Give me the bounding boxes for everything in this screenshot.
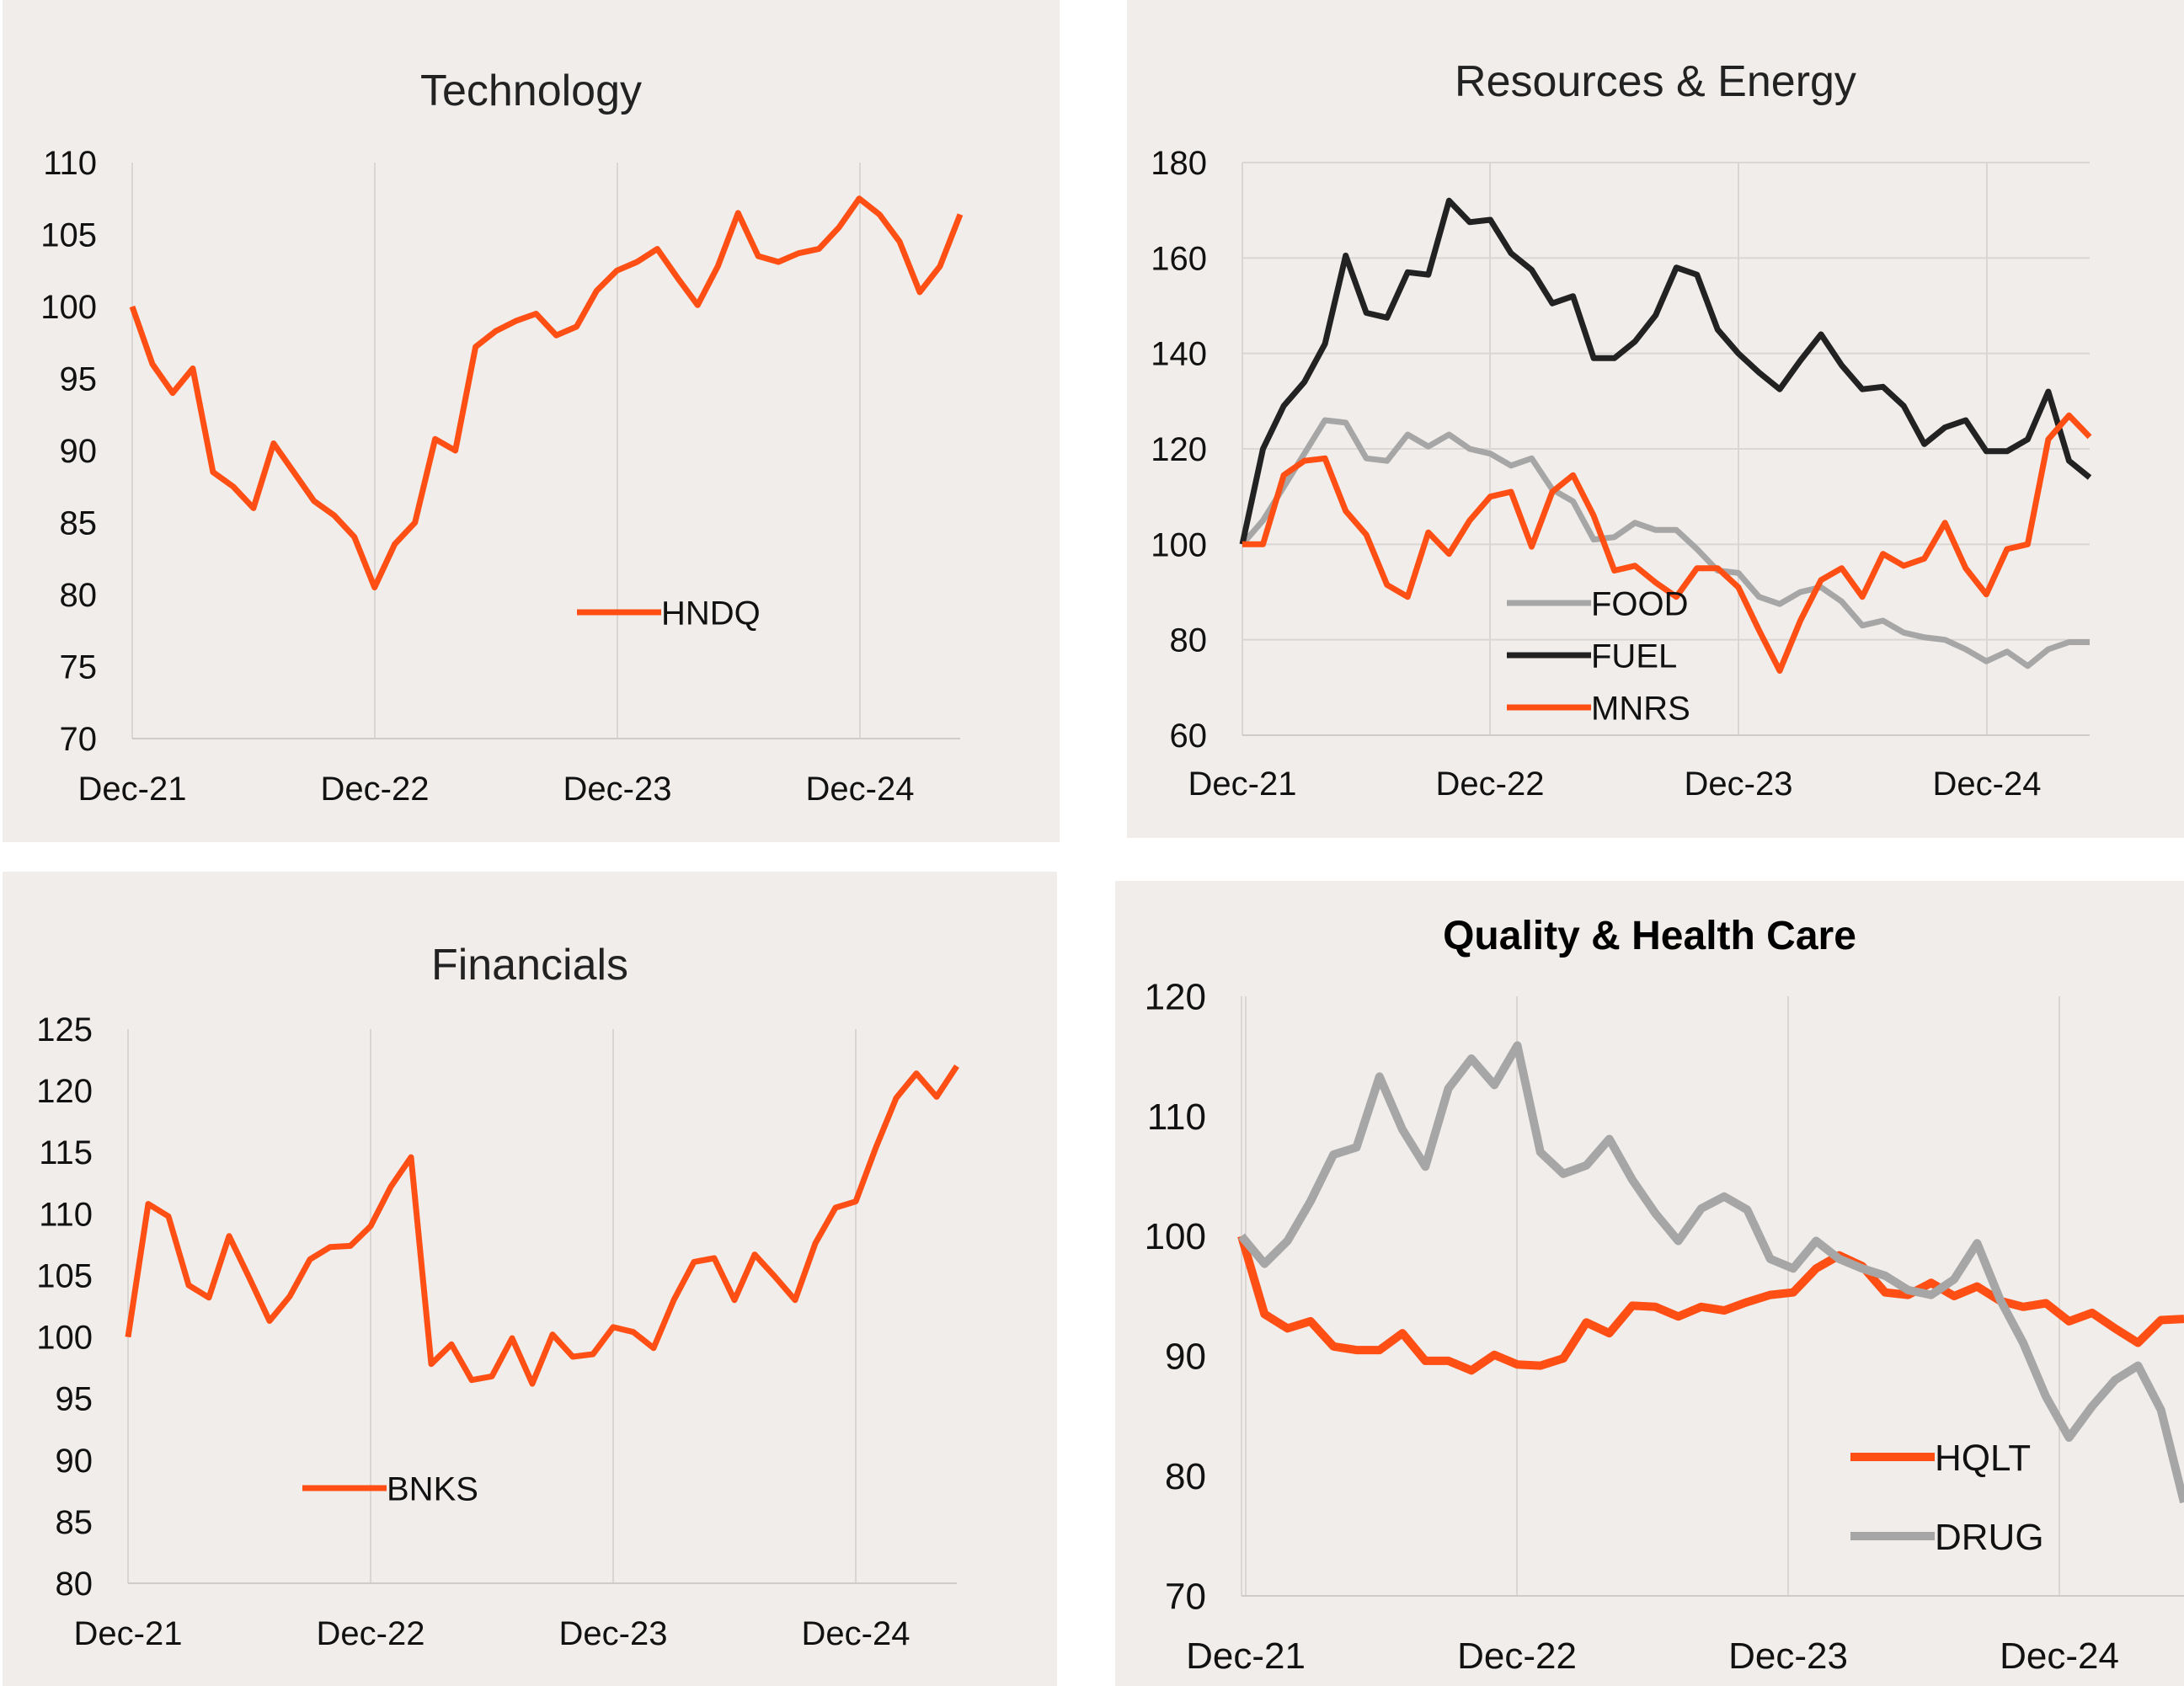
series-line-bnks (125, 1064, 959, 1387)
y-tick-label: 85 (60, 505, 98, 542)
y-tick-label: 100 (36, 1320, 93, 1357)
x-tick-label: Dec-21 (1186, 1635, 1306, 1677)
y-tick-label: 115 (39, 1134, 93, 1171)
y-tick-label: 95 (60, 361, 98, 398)
chart-title: Quality & Health Care (1443, 914, 1856, 958)
y-tick-label: 110 (39, 1196, 93, 1233)
y-tick-label: 100 (40, 289, 97, 326)
x-tick-label: Dec-21 (74, 1615, 183, 1652)
x-tick-label: Dec-21 (1188, 766, 1297, 803)
y-tick-label: 125 (36, 1011, 93, 1048)
chart-title: Financials (430, 941, 629, 990)
y-tick-label: 90 (60, 433, 98, 470)
y-tick-label: 120 (1151, 431, 1207, 468)
legend-label-drug: DRUG (1935, 1517, 2044, 1558)
x-tick-label: Dec-22 (317, 1615, 425, 1652)
x-tick-label: Dec-21 (78, 771, 187, 808)
quality-health-care-chart: 70 80 90 100 110 120 Dec-21 Dec-22 Dec-23 Dec-24 H… (1145, 976, 2184, 1677)
y-tick-label: 100 (1145, 1216, 1206, 1257)
technology-chart-panel: Technology 70 75 80 85 90 95 100 105 110 Dec-21 De… (3, 0, 1060, 842)
y-tick-label: 95 (56, 1381, 93, 1418)
x-tick-label: Dec-22 (1457, 1635, 1577, 1677)
y-tick-label: 80 (1170, 622, 1208, 659)
resources-energy-chart: 60 80 100 120 140 160 180 Dec-21 Dec-22 Dec-23 Dec… (1151, 145, 2092, 803)
y-tick-label: 90 (1165, 1337, 1206, 1378)
y-tick-label: 180 (1151, 145, 1207, 182)
series-line-drug (1238, 1041, 2184, 1504)
y-tick-label: 160 (1151, 240, 1207, 277)
x-tick-label: Dec-23 (1685, 766, 1793, 803)
y-tick-label: 80 (1165, 1456, 1206, 1497)
series-line-food (1240, 417, 2090, 670)
legend-label-hndq: HNDQ (661, 595, 761, 632)
x-tick-label: Dec-23 (563, 771, 672, 808)
y-tick-label: 75 (60, 649, 98, 686)
y-tick-label: 105 (40, 217, 97, 254)
series-line-mnrs (1242, 412, 2092, 674)
chart-title: Technology (419, 67, 643, 115)
x-tick-label: Dec-24 (802, 1615, 910, 1652)
y-tick-label: 120 (1145, 976, 1206, 1017)
series-line-hndq (129, 195, 964, 590)
legend-label-bnks: BNKS (387, 1470, 478, 1507)
legend-label-hqlt: HQLT (1935, 1438, 2031, 1479)
y-tick-label: 105 (36, 1257, 93, 1294)
x-tick-label: Dec-24 (2000, 1635, 2119, 1677)
x-tick-label: Dec-24 (1933, 766, 2042, 803)
y-tick-label: 80 (56, 1566, 93, 1603)
y-tick-label: 110 (1147, 1096, 1206, 1138)
y-tick-label: 140 (1151, 336, 1207, 373)
x-tick-label: Dec-24 (806, 771, 915, 808)
financials-chart: 80 85 90 95 100 105 110 115 120 125 Dec-21 Dec-22 De… (36, 1011, 959, 1652)
x-tick-label: Dec-23 (559, 1615, 668, 1652)
resources-energy-chart-panel: Resources & Energy 60 80 100 120 140 160 180 De… (1127, 0, 2184, 838)
financials-chart-panel: Financials 80 85 90 95 100 105 110 115 120 125 Dec… (3, 872, 1057, 1686)
y-tick-label: 100 (1151, 526, 1207, 563)
technology-chart: 70 75 80 85 90 95 100 105 110 Dec-21 Dec-22 Dec-23 D… (40, 145, 964, 808)
legend-label-food: FOOD (1591, 585, 1689, 622)
y-tick-label: 85 (56, 1504, 93, 1541)
chart-title: Resources & Energy (1455, 57, 1856, 106)
y-tick-label: 70 (60, 721, 98, 758)
x-tick-label: Dec-22 (321, 771, 430, 808)
y-tick-label: 110 (43, 145, 97, 182)
y-tick-label: 80 (60, 577, 98, 614)
series-line-fuel (1239, 197, 2092, 546)
x-tick-label: Dec-22 (1436, 766, 1545, 803)
y-tick-label: 60 (1170, 718, 1208, 755)
y-tick-label: 90 (56, 1443, 93, 1480)
legend-label-fuel: FUEL (1591, 638, 1677, 675)
y-tick-label: 120 (36, 1073, 93, 1110)
x-tick-label: Dec-23 (1728, 1635, 1848, 1677)
y-tick-label: 70 (1165, 1576, 1206, 1617)
quality-health-care-chart-panel: Quality & Health Care 70 80 90 100 110 120 Dec… (1115, 881, 2184, 1686)
legend-label-mnrs: MNRS (1591, 690, 1690, 727)
series-line-hqlt (1237, 1235, 2184, 1375)
